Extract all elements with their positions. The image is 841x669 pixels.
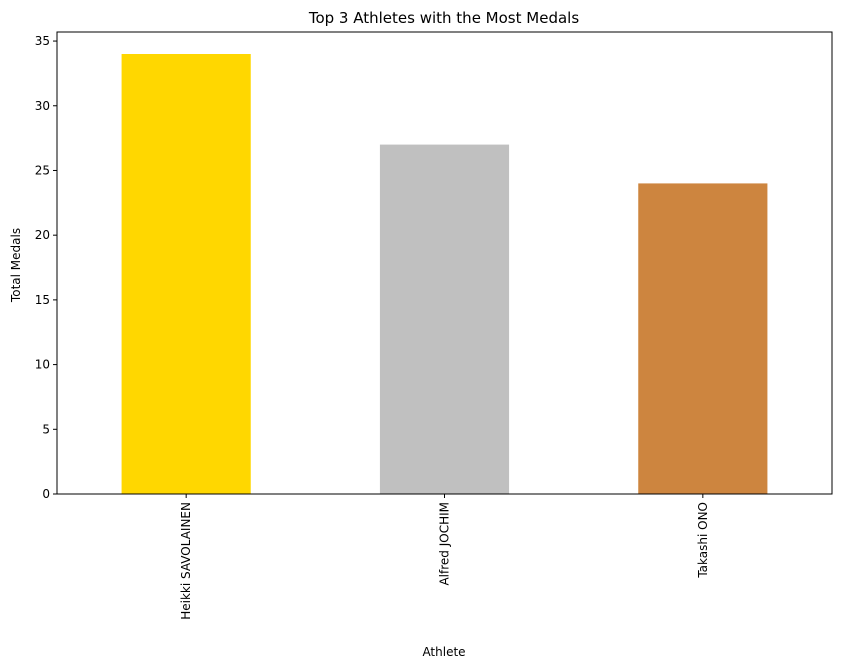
y-tick-label: 35 (35, 34, 50, 48)
x-tick-label: Takashi ONO (696, 502, 710, 579)
y-tick-label: 0 (42, 487, 50, 501)
bar-2 (379, 144, 510, 494)
bar-1 (121, 54, 251, 494)
y-tick-label: 15 (35, 293, 50, 307)
y-tick-label: 10 (35, 358, 50, 372)
plot-area: Heikki SAVOLAINEN Alfred JOCHIM Takashi ON… (35, 31, 833, 620)
y-axis-label: Total Medals (9, 228, 23, 303)
chart-title: Top 3 Athletes with the Most Medals (308, 9, 579, 27)
x-tick-label: Heikki SAVOLAINEN (179, 502, 193, 620)
y-tick-label: 5 (42, 422, 50, 436)
y-tick-label: 30 (35, 99, 50, 113)
x-axis-label: Athlete (422, 645, 465, 659)
y-tick-label: 25 (35, 163, 50, 177)
plot-frame (56, 31, 833, 495)
bar-3 (638, 183, 768, 495)
x-tick-label: Alfred JOCHIM (438, 502, 452, 586)
y-tick-label: 20 (35, 228, 50, 242)
